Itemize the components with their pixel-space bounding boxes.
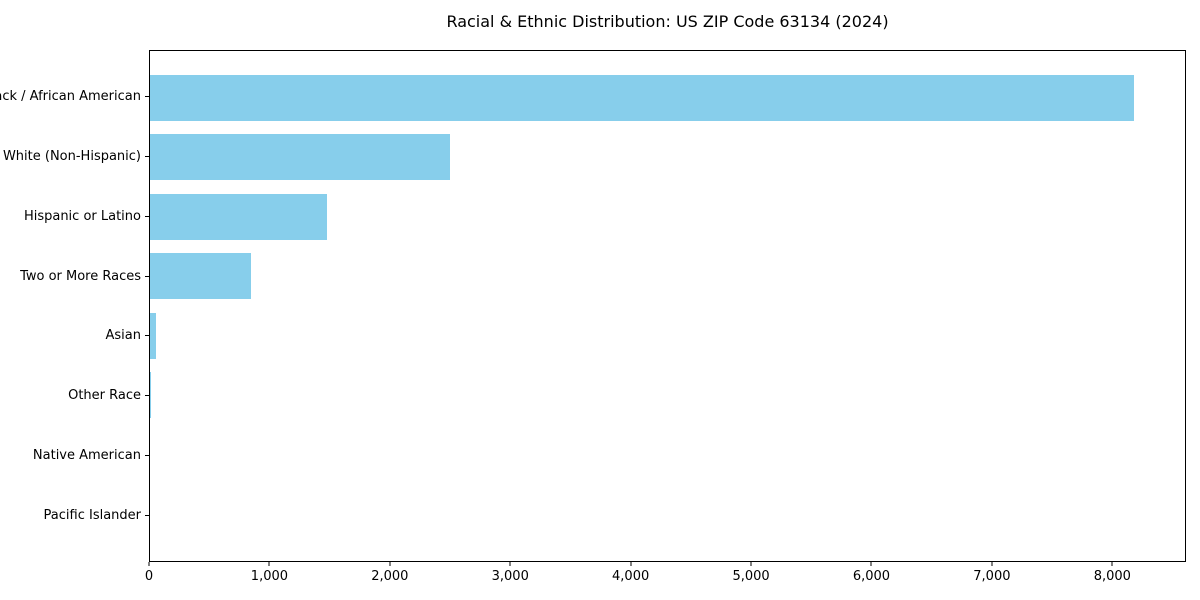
x-tick-mark [1111, 562, 1113, 566]
x-tick-mark [148, 562, 150, 566]
x-tick-mark [750, 562, 752, 566]
y-tick-label: Pacific Islander [43, 507, 141, 523]
x-tick-mark [509, 562, 511, 566]
y-tick-row: White (Non-Hispanic) [0, 127, 149, 187]
x-tick-mark [389, 562, 391, 566]
y-tick-label: Two or More Races [20, 268, 141, 284]
y-tick-mark [145, 454, 149, 456]
x-tick-label: 5,000 [732, 569, 770, 584]
chart-title: Racial & Ethnic Distribution: US ZIP Cod… [446, 12, 889, 31]
x-tick-mark [268, 562, 270, 566]
bar-row [150, 68, 1185, 128]
y-tick-label: Asian [105, 328, 141, 344]
bar-row [150, 485, 1185, 545]
y-tick-mark [145, 335, 149, 337]
x-tick-label: 8,000 [1093, 569, 1131, 584]
bar-row [150, 366, 1185, 426]
y-tick-row: Black / African American [0, 67, 149, 127]
y-tick-mark [145, 275, 149, 277]
y-tick-row: Other Race [0, 366, 149, 426]
y-tick-row: Native American [0, 426, 149, 486]
y-tick-label: Black / African American [0, 89, 141, 105]
x-tick-label: 4,000 [612, 569, 650, 584]
bar-row [150, 247, 1185, 307]
bar-row [150, 187, 1185, 247]
bar-row [150, 306, 1185, 366]
y-tick-row: Pacific Islander [0, 485, 149, 545]
x-tick-mark [991, 562, 993, 566]
x-tick-label: 3,000 [491, 569, 529, 584]
x-tick-label: 1,000 [250, 569, 289, 584]
y-tick-mark [145, 156, 149, 158]
y-tick-label: Native American [32, 447, 141, 463]
y-tick-mark [145, 395, 149, 397]
x-tick-label: 0 [144, 569, 154, 584]
bar-row [150, 128, 1185, 188]
y-tick-mark [145, 514, 149, 516]
x-tick-label: 7,000 [973, 569, 1011, 584]
x-tick-label: 2,000 [371, 569, 409, 584]
bar [150, 193, 328, 240]
y-tick-row: Hispanic or Latino [0, 187, 149, 247]
y-tick-row: Asian [0, 306, 149, 366]
bar [150, 253, 251, 300]
bar [150, 372, 152, 419]
y-tick-label: White (Non-Hispanic) [2, 149, 141, 165]
y-tick-mark [145, 96, 149, 98]
y-axis: Black / African American White (Non-Hispa… [0, 50, 149, 562]
bar [150, 134, 451, 181]
x-tick-mark [630, 562, 632, 566]
x-tick-label: 6,000 [852, 569, 891, 584]
y-tick-row: Two or More Races [0, 246, 149, 306]
y-tick-label: Hispanic or Latino [23, 208, 141, 224]
bar [150, 74, 1135, 121]
y-tick-mark [145, 215, 149, 217]
x-axis: 0 1,000 2,000 3,000 4,000 5,000 6,000 7,000 8,00… [145, 562, 1186, 596]
bar-row [150, 425, 1185, 485]
x-tick-mark [870, 562, 872, 566]
plot-area [149, 50, 1186, 562]
y-tick-label: Other Race [68, 388, 141, 404]
bar [150, 312, 156, 359]
